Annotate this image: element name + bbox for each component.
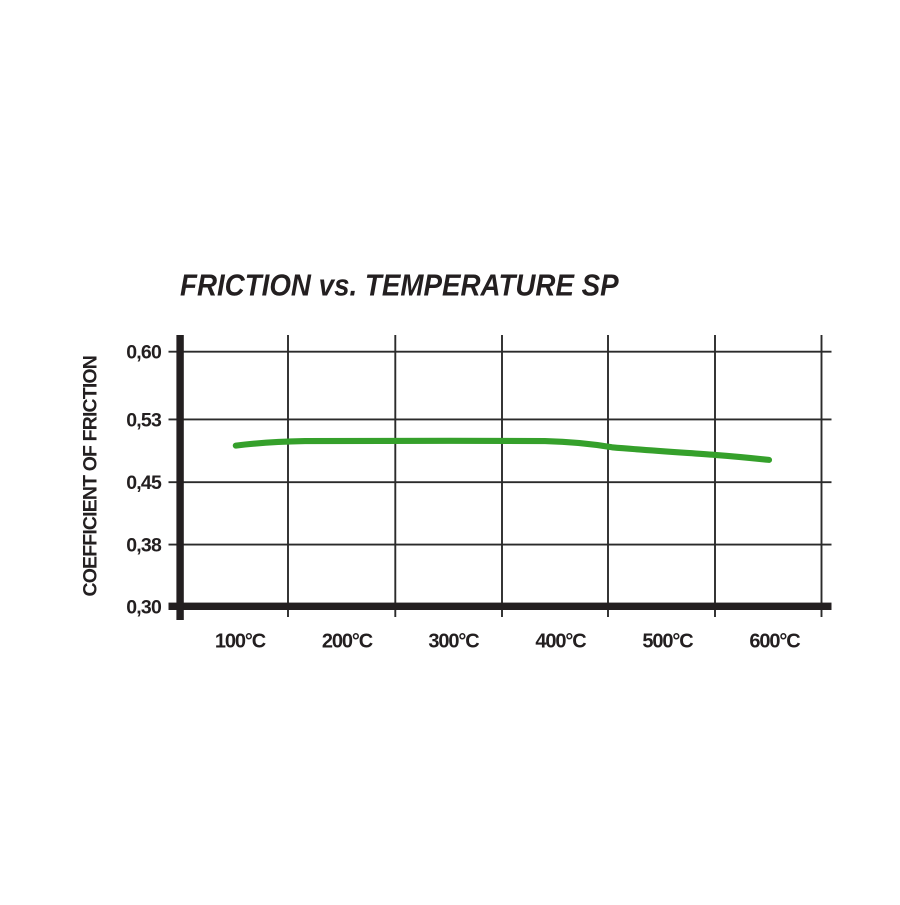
svg-text:0,30: 0,30 [126, 597, 162, 619]
svg-text:400°C: 400°C [535, 630, 586, 652]
svg-text:100°C: 100°C [215, 630, 266, 652]
svg-text:0,38: 0,38 [126, 535, 162, 557]
svg-text:0,45: 0,45 [126, 472, 162, 494]
svg-text:300°C: 300°C [428, 630, 479, 652]
svg-text:500°C: 500°C [642, 630, 693, 652]
svg-text:FRICTION vs. TEMPERATURE SP: FRICTION vs. TEMPERATURE SP [180, 268, 619, 303]
svg-text:COEFFICIENT OF FRICTION: COEFFICIENT OF FRICTION [80, 356, 102, 596]
svg-text:600°C: 600°C [749, 630, 800, 652]
svg-text:0,60: 0,60 [126, 342, 162, 364]
svg-text:200°C: 200°C [322, 630, 373, 652]
svg-text:0,53: 0,53 [126, 410, 162, 432]
